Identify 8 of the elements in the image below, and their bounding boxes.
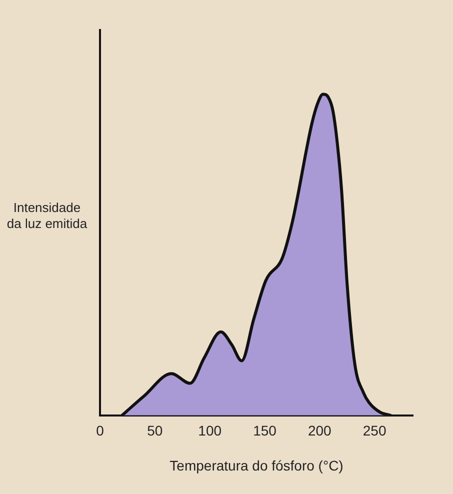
x-tick-label: 100 (198, 422, 222, 439)
x-tick-label: 250 (362, 422, 386, 439)
x-axis-title: Temperatura do fósforo (°C) (170, 457, 344, 474)
y-axis-title: Intensidade da luz emitida (6, 200, 88, 232)
x-tick-label: 50 (147, 422, 163, 439)
x-tick-label: 200 (308, 422, 332, 439)
x-tick-label: 150 (253, 422, 277, 439)
x-tick-label: 0 (96, 422, 104, 439)
